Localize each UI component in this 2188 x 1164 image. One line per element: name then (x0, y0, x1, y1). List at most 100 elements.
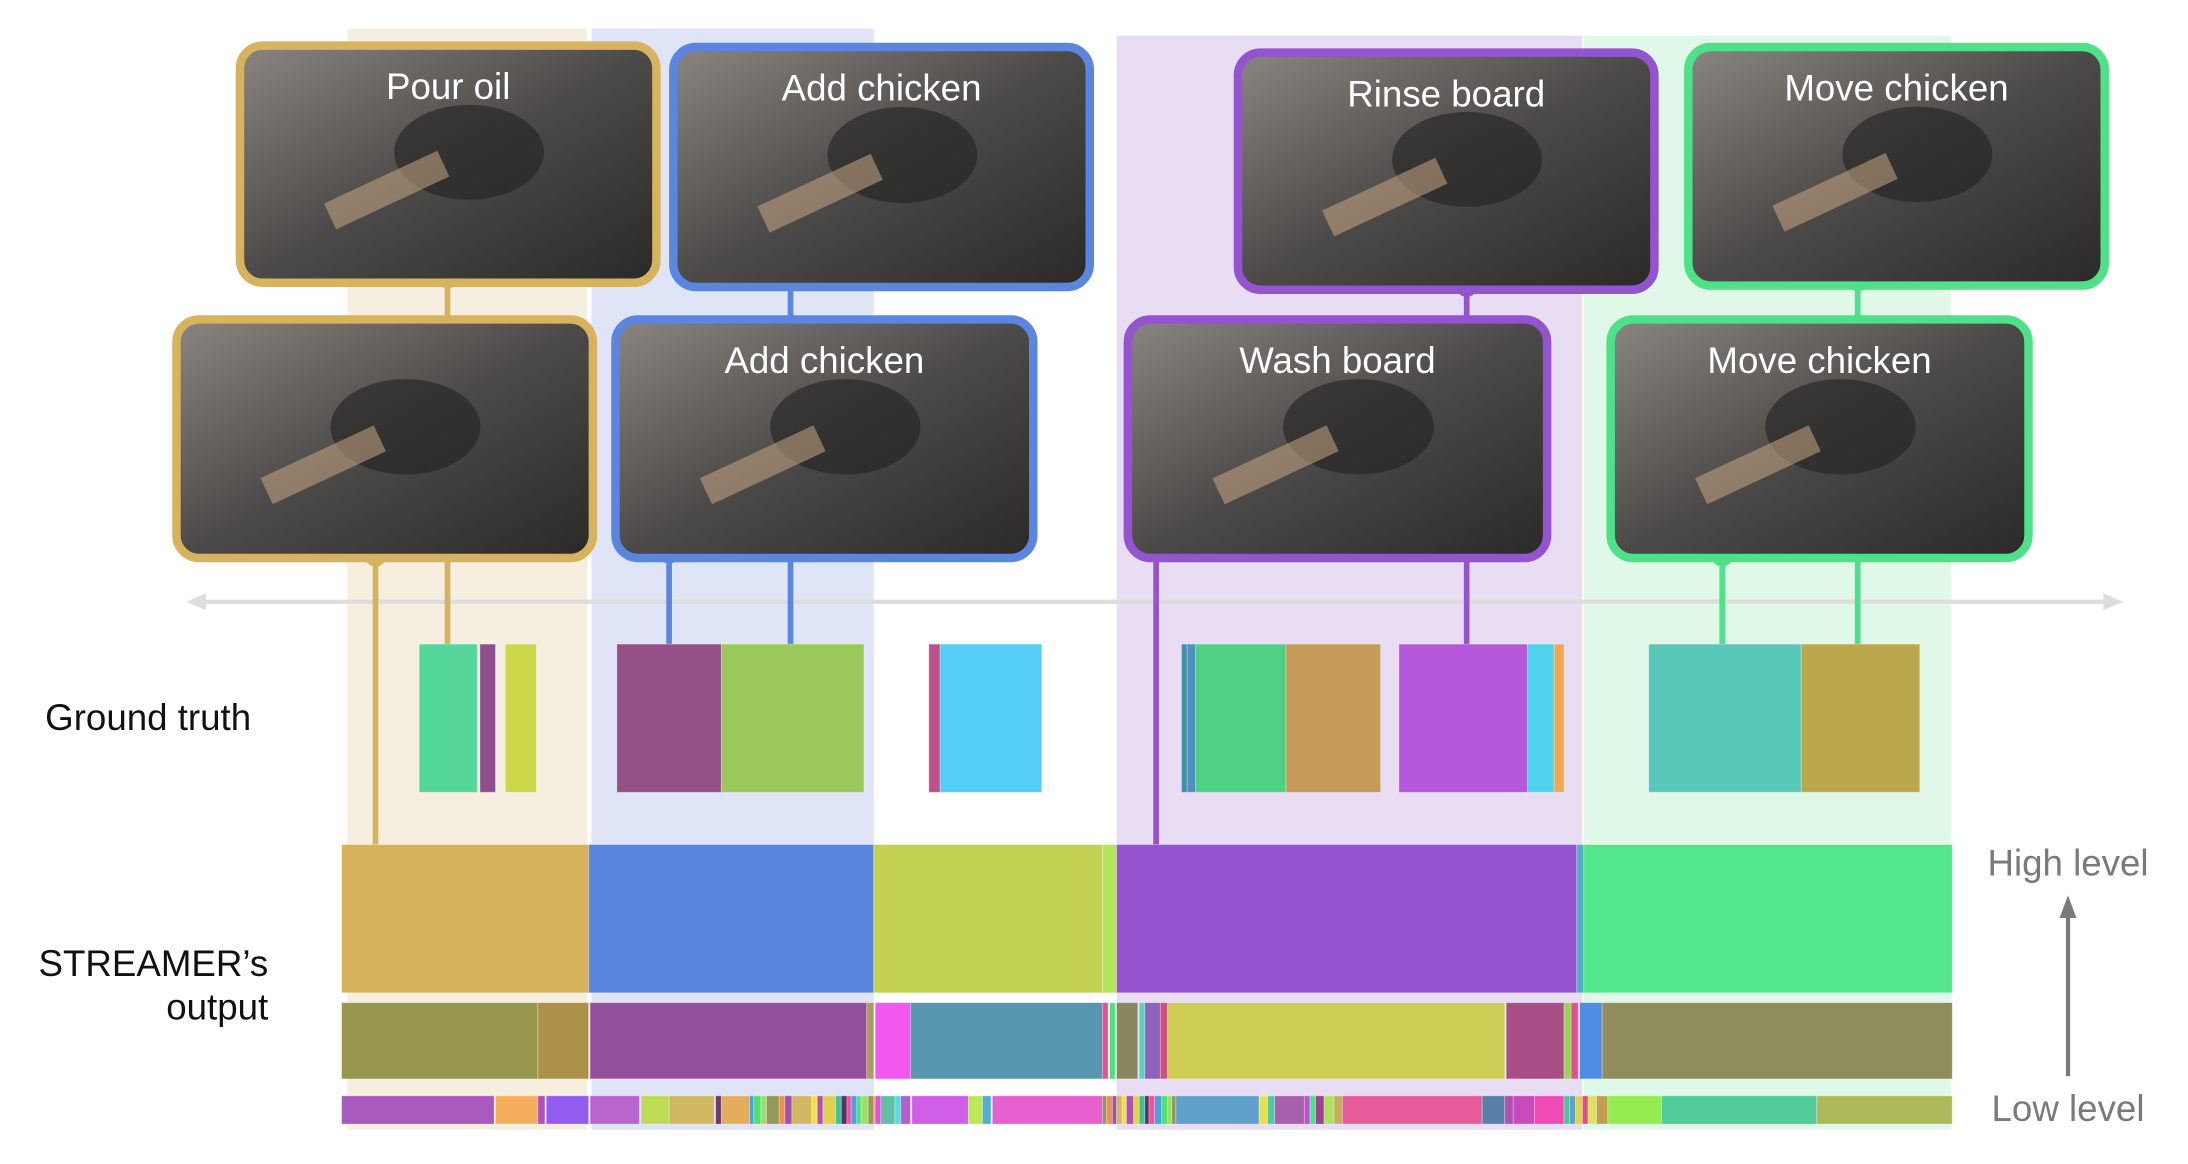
low-level-segment (766, 1095, 780, 1125)
low-level-segment (811, 1095, 818, 1125)
ground-truth-segment (1195, 643, 1287, 793)
low-level-segment (1587, 1095, 1597, 1125)
low-level-segment (1102, 1095, 1108, 1125)
low-level-segment (1303, 1095, 1311, 1125)
thumbnail-action-label: Move chicken (1707, 340, 1931, 381)
mid-level-segment (1579, 1002, 1603, 1080)
low-level-segment (1563, 1095, 1571, 1125)
mid-level-segment (1138, 1002, 1146, 1080)
low-level-segment (1154, 1095, 1163, 1125)
low-level-segment (537, 1095, 546, 1125)
mid-level-segment (1601, 1002, 1953, 1080)
high-level-segment (1583, 844, 1953, 994)
streamer-output-label-line2: output (166, 987, 268, 1028)
mid-level-segment (1570, 1002, 1579, 1080)
low-level-segment (778, 1095, 786, 1125)
high-level-segment (1116, 844, 1578, 994)
low-level-segment (1116, 1095, 1123, 1125)
low-level-segment (545, 1095, 590, 1125)
low-level-segment (1481, 1095, 1506, 1125)
low-level-segment (846, 1095, 852, 1125)
arm-shape (260, 425, 386, 505)
low-level-segment (784, 1095, 793, 1125)
ground-truth-segment (616, 643, 722, 793)
low-level-segment (720, 1095, 750, 1125)
mid-level-segment (1116, 1002, 1139, 1080)
video-frame-thumbnail: Wash board (1123, 315, 1552, 563)
low-level-segment (1126, 1095, 1134, 1125)
low-level-segment (1161, 1095, 1168, 1125)
low-level-segment (791, 1095, 813, 1125)
low-level-segment (991, 1095, 1103, 1125)
low-level-segment (1816, 1095, 1953, 1125)
low-level-segment (760, 1095, 767, 1125)
low-level-segment (967, 1095, 983, 1125)
low-level-segment (1574, 1095, 1583, 1125)
low-level-segment (1504, 1095, 1514, 1125)
ground-truth-segment (1285, 643, 1381, 793)
low-level-segment (1166, 1095, 1173, 1125)
low-level-segment (589, 1095, 640, 1125)
thumbnail-action-label: Rinse board (1347, 73, 1545, 114)
mid-level-segment (910, 1002, 1103, 1080)
low-level-segment (880, 1095, 896, 1125)
ground-truth-label: Ground truth (45, 697, 251, 738)
thumbnails: Pour oil Add chicken Rinse board Move chick… (172, 41, 2109, 563)
low-level-segment (1569, 1095, 1576, 1125)
low-level-segment (1258, 1095, 1269, 1125)
low-level-label: Low level (1992, 1088, 2145, 1129)
ground-truth-segment (720, 643, 865, 793)
ground-truth-segment (1553, 643, 1565, 793)
ground-truth-segment (479, 643, 496, 793)
low-level-segment (749, 1095, 755, 1125)
low-level-segment (1581, 1095, 1589, 1125)
high-level-segment (873, 844, 1103, 994)
low-level-segment (860, 1095, 869, 1125)
low-level-segment (1315, 1095, 1325, 1125)
video-frame-thumbnail: Move chicken (1684, 42, 2109, 290)
low-level-segment (1333, 1095, 1343, 1125)
low-level-segment (668, 1095, 715, 1125)
ground-truth-segment (928, 643, 941, 793)
low-level-segment (1171, 1095, 1177, 1125)
low-level-segment (1138, 1095, 1146, 1125)
low-level-row (341, 1095, 1953, 1125)
low-level-segment (1342, 1095, 1483, 1125)
thumbnail-action-label: Pour oil (386, 66, 510, 107)
low-level-segment (1267, 1095, 1276, 1125)
low-level-segment (1533, 1095, 1565, 1125)
video-frame-thumbnail: Add chicken (669, 42, 1094, 292)
high-level-segment (588, 844, 875, 994)
low-level-segment (822, 1095, 837, 1125)
arm-shape (1322, 157, 1448, 237)
high-level-label: High level (1987, 843, 2148, 884)
low-level-segment (1596, 1095, 1609, 1125)
low-level-segment (1111, 1095, 1118, 1125)
mid-level-segment (866, 1002, 875, 1080)
thumbnail-action-label: Move chicken (1784, 68, 2008, 109)
low-level-segment (835, 1095, 842, 1125)
mid-level-segment (1166, 1002, 1506, 1080)
low-level-segment (1175, 1095, 1260, 1125)
low-level-segment (850, 1095, 858, 1125)
mid-level-segment (874, 1002, 911, 1080)
mid-level-segment (1109, 1002, 1116, 1080)
low-level-segment (894, 1095, 902, 1125)
arm-shape (324, 150, 450, 230)
low-level-segment (874, 1095, 882, 1125)
ground-truth-segment (504, 643, 537, 793)
mid-level-segment (1159, 1002, 1168, 1080)
mid-level-segment (341, 1002, 539, 1080)
thumbnail-action-label: Add chicken (782, 68, 982, 109)
arm-shape (1212, 425, 1339, 505)
arm-shape (699, 425, 826, 505)
low-level-segment (1121, 1095, 1127, 1125)
ground-truth-segment (1648, 643, 1802, 793)
arm-shape (757, 153, 883, 233)
low-level-segment (1661, 1095, 1818, 1125)
low-level-segment (1144, 1095, 1150, 1125)
low-level-segment (1607, 1095, 1662, 1125)
low-level-segment (867, 1095, 875, 1125)
low-level-segment (1133, 1095, 1140, 1125)
